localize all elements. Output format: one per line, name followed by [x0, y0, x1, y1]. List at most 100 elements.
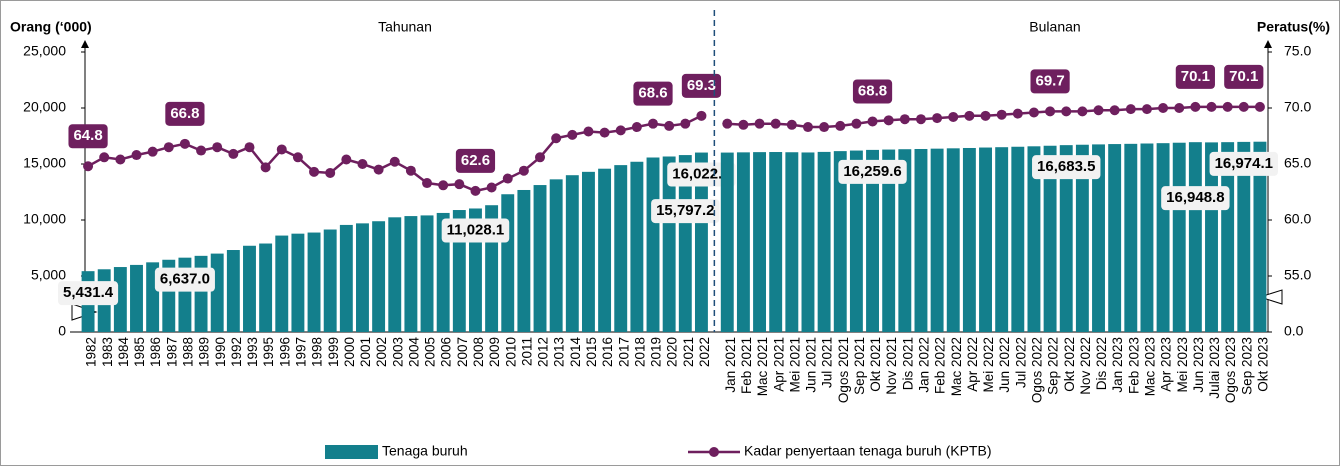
line-marker	[405, 165, 416, 176]
x-tick-label: 1983	[100, 337, 115, 367]
y2-tick-label: 65.0	[1284, 155, 1311, 171]
data-label-box	[154, 267, 215, 292]
x-tick-label: Jan 2021	[723, 337, 738, 393]
x-tick-label: 2015	[584, 337, 599, 367]
bar	[1237, 141, 1251, 332]
x-tick-label: 2018	[632, 337, 647, 367]
line-marker	[244, 142, 255, 153]
legend-swatch	[325, 445, 378, 459]
data-label-box	[852, 79, 893, 104]
x-tick-label: Julai 2023	[1207, 337, 1222, 399]
x-tick-label: Nov 2022	[1078, 337, 1093, 395]
x-tick-label: 1986	[148, 337, 163, 367]
data-label: 70.1	[1175, 64, 1215, 89]
y-axis-title: Orang (‘000)	[10, 19, 92, 35]
data-label-text: 69.3	[687, 77, 716, 94]
bar	[962, 147, 976, 332]
x-tick-label: Mei 2022	[981, 337, 996, 393]
line-marker	[454, 179, 465, 190]
y-tick-label: 15,000	[23, 155, 66, 171]
x-tick-label: 1988	[180, 337, 195, 367]
line-marker	[567, 129, 578, 140]
line-marker	[179, 138, 190, 149]
data-label: 16,259.6	[838, 159, 907, 184]
data-label-box	[455, 148, 496, 173]
line-marker	[276, 144, 287, 155]
data-label-box	[58, 281, 119, 306]
bar	[1172, 142, 1186, 332]
bar	[501, 194, 515, 332]
bar	[420, 215, 434, 332]
bar	[1059, 145, 1073, 332]
data-label-text: 62.6	[461, 152, 490, 169]
y2-axis-title: Peratus(%)	[1257, 19, 1330, 35]
x-tick-label: 1984	[116, 337, 131, 368]
y-tick-label: 10,000	[23, 211, 66, 227]
line-marker	[83, 161, 94, 172]
data-label: 68.8	[852, 79, 893, 104]
line-marker	[389, 156, 400, 167]
data-label: 5,431.4	[58, 281, 119, 306]
x-tick-label: 1997	[293, 337, 308, 367]
line-marker	[648, 118, 659, 129]
x-tick-label: Apr 2021	[771, 337, 786, 392]
legend-marker	[709, 447, 719, 457]
line-marker	[1077, 106, 1088, 117]
data-label-box	[1224, 64, 1264, 89]
bar	[614, 165, 628, 332]
line-marker	[802, 122, 813, 133]
line-marker	[115, 154, 126, 165]
data-label-box	[1030, 69, 1070, 94]
line-marker	[1158, 103, 1169, 113]
x-tick-label: 2009	[487, 337, 502, 367]
x-tick-label: 1985	[132, 337, 147, 367]
x-tick-label: Mac 2023	[1143, 337, 1158, 396]
x-tick-label: Mei 2021	[787, 337, 802, 393]
line-marker	[131, 150, 142, 161]
line-marker	[535, 152, 546, 163]
data-label: 11,028.1	[441, 218, 510, 243]
line-marker	[932, 113, 943, 124]
bar	[323, 229, 337, 332]
data-label: 16,948.8	[1161, 186, 1230, 211]
x-tick-label: Ogos 2022	[1030, 337, 1045, 403]
data-label-text: 68.8	[858, 82, 887, 99]
x-tick-label: Jun 2022	[997, 337, 1012, 393]
line-marker	[819, 122, 830, 133]
data-label-text: 66.8	[170, 105, 199, 122]
line-marker	[899, 114, 910, 125]
data-label-box	[667, 162, 736, 187]
bar	[753, 152, 767, 332]
data-label: 70.1	[1224, 64, 1264, 89]
line	[727, 105, 1260, 129]
line-marker	[599, 127, 610, 138]
x-tick-label: 2007	[455, 337, 470, 367]
line-marker	[996, 109, 1007, 120]
bar	[259, 243, 273, 332]
data-label-box	[633, 81, 673, 106]
x-tick-label: 2010	[503, 337, 518, 367]
y2-tick-label: 60.0	[1284, 211, 1311, 227]
bar	[785, 152, 799, 332]
x-tick-label: 1999	[326, 337, 341, 367]
bar	[930, 148, 944, 332]
line-marker	[260, 162, 271, 173]
bar	[833, 151, 847, 332]
data-label-box	[1032, 155, 1101, 180]
x-tick-label: 2005	[423, 337, 438, 367]
line-marker	[163, 142, 174, 153]
legend-label: Tenaga buruh	[382, 443, 468, 459]
line-marker	[1206, 101, 1217, 112]
y-tick-label: 5,000	[31, 267, 66, 283]
line-marker	[754, 118, 765, 129]
bar	[646, 157, 660, 332]
x-tick-label: Ogos 2023	[1223, 337, 1238, 403]
bar	[914, 148, 928, 332]
bar	[533, 185, 547, 332]
line-marker	[722, 118, 733, 129]
bar	[898, 149, 912, 332]
bar	[565, 175, 579, 332]
line-marker	[948, 111, 959, 122]
line-marker	[770, 118, 781, 129]
